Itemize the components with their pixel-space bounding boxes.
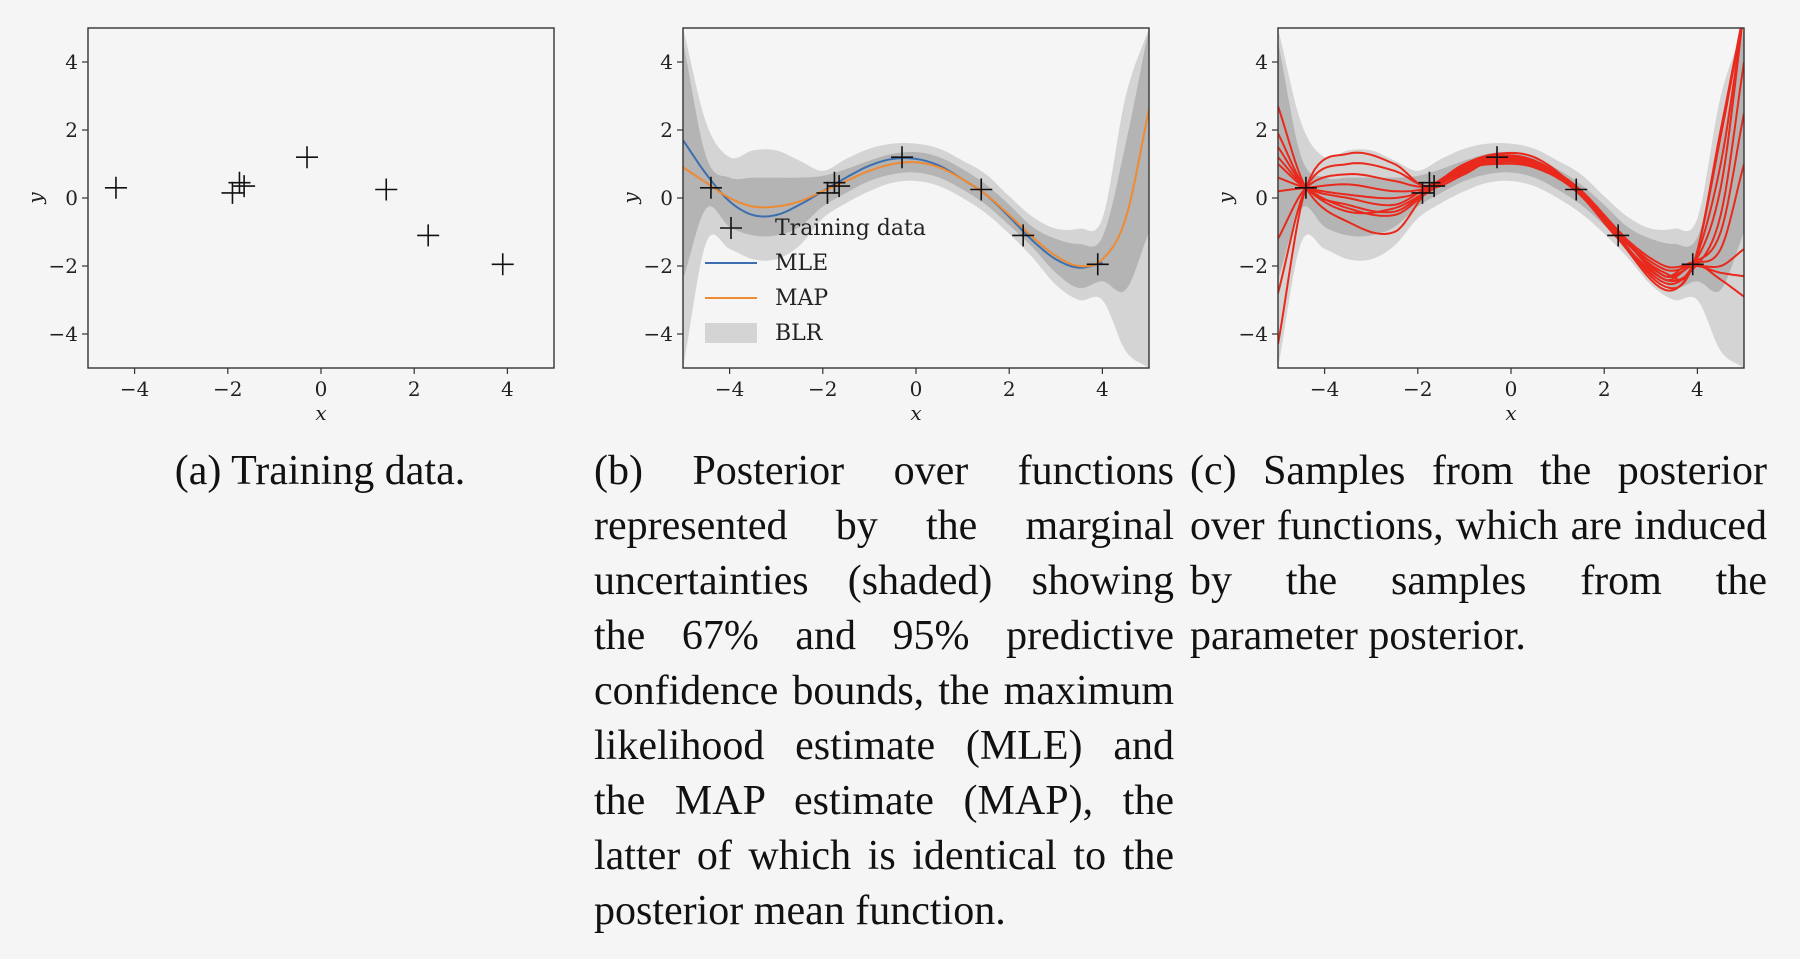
legend-item: BLR xyxy=(705,321,824,346)
y-tick-label: 0 xyxy=(660,186,673,210)
y-axis-label: y xyxy=(618,192,642,205)
caption-c: (c) Samples from the posterior over func… xyxy=(1190,448,1767,659)
chart-training-data-svg: −4 −2 0 2 4 4 2 0 −2 −4 x y xyxy=(23,27,555,425)
caption-a: (a) Training data. xyxy=(174,448,466,494)
y-axis-label: y xyxy=(1213,192,1237,205)
y-tick-label: −4 xyxy=(49,322,78,346)
x-tick-label: 0 xyxy=(1505,377,1518,401)
plot-content xyxy=(683,28,1149,368)
data-point xyxy=(375,178,398,201)
x-tick-label: −4 xyxy=(120,377,149,401)
y-tick-label: 4 xyxy=(1255,50,1268,74)
x-tick-label: 0 xyxy=(910,377,923,401)
legend-swatch xyxy=(705,323,757,343)
x-tick-label: −2 xyxy=(1403,377,1432,401)
legend-label: MLE xyxy=(775,251,828,276)
legend-label: MAP xyxy=(775,286,828,311)
data-point xyxy=(970,178,993,201)
data-point xyxy=(1012,224,1035,247)
x-tick-label: 2 xyxy=(408,377,421,401)
data-point xyxy=(891,146,914,169)
data-point xyxy=(699,176,722,199)
data-point xyxy=(1486,146,1509,169)
data-point xyxy=(417,224,440,247)
plot-content xyxy=(1278,28,1744,368)
data-point xyxy=(1565,178,1588,201)
band-67 xyxy=(683,28,1149,293)
y-tick-label: 4 xyxy=(660,50,673,74)
y-tick-label: −2 xyxy=(1239,254,1268,278)
x-axis-label: x xyxy=(315,401,326,425)
legend-label: BLR xyxy=(775,321,824,346)
x-tick-label: 4 xyxy=(501,377,514,401)
y-tick-label: 2 xyxy=(660,118,673,142)
data-point xyxy=(1294,176,1317,199)
x-axis-label: x xyxy=(1505,401,1516,425)
x-tick-label: −4 xyxy=(715,377,744,401)
data-point xyxy=(296,146,319,169)
legend-item: MAP xyxy=(705,286,828,311)
y-tick-label: −2 xyxy=(644,254,673,278)
x-tick-label: 0 xyxy=(315,377,328,401)
y-tick-label: 2 xyxy=(65,118,78,142)
x-tick-label: 4 xyxy=(1691,377,1704,401)
x-tick-label: 2 xyxy=(1598,377,1611,401)
x-tick-label: −2 xyxy=(213,377,242,401)
data-point xyxy=(228,171,251,194)
x-tick-label: 2 xyxy=(1003,377,1016,401)
series-line-sample-9 xyxy=(1278,156,1744,294)
y-tick-label: 0 xyxy=(1255,186,1268,210)
y-tick-label: 2 xyxy=(1255,118,1268,142)
x-tick-label: −4 xyxy=(1310,377,1339,401)
data-point xyxy=(491,253,514,276)
legend-item: MLE xyxy=(705,251,828,276)
y-tick-label: −4 xyxy=(1239,322,1268,346)
x-axis-label: x xyxy=(910,401,921,425)
y-tick-label: −2 xyxy=(49,254,78,278)
data-point xyxy=(233,175,256,198)
x-tick-label: −2 xyxy=(808,377,837,401)
data-point xyxy=(823,171,846,194)
y-tick-label: 0 xyxy=(65,186,78,210)
data-point xyxy=(1423,175,1446,198)
legend-label: Training data xyxy=(775,216,926,241)
caption-b: (b) Posterior over functions represented… xyxy=(594,448,1174,934)
legend-item: Training data xyxy=(720,216,926,241)
legend-marker xyxy=(720,217,742,239)
data-point xyxy=(828,175,851,198)
data-point xyxy=(1086,253,1109,276)
series-line-map xyxy=(683,109,1149,268)
chart-posterior-functions-svg: −4 −2 0 2 4 4 2 0 −2 −4 x y Training data MLE MAP BLR xyxy=(618,27,1150,425)
data-point xyxy=(104,176,127,199)
plot-area xyxy=(88,28,554,368)
x-tick-label: 4 xyxy=(1096,377,1109,401)
data-point xyxy=(1681,253,1704,276)
y-tick-label: −4 xyxy=(644,322,673,346)
y-tick-label: 4 xyxy=(65,50,78,74)
series-line-sample-10 xyxy=(1278,28,1742,290)
y-axis-label: y xyxy=(23,192,47,205)
data-point xyxy=(1607,224,1630,247)
series-line-mle xyxy=(683,139,1103,269)
chart-posterior-samples-svg: −4 −2 0 2 4 4 2 0 −2 −4 x y xyxy=(1213,27,1745,425)
data-point xyxy=(1418,171,1441,194)
